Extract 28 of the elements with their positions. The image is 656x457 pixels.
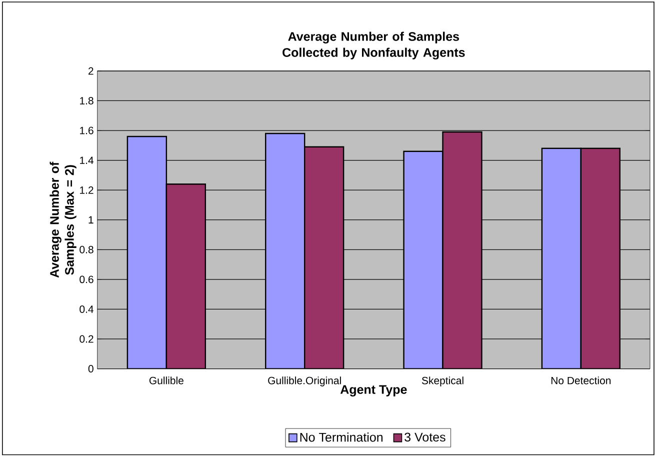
y-axis-title: Average Number of Samples (Max = 2) bbox=[50, 162, 76, 278]
bar bbox=[126, 136, 168, 369]
y-tick-label: 0.8 bbox=[80, 246, 94, 254]
y-tick-label: 1.2 bbox=[80, 186, 94, 194]
bar bbox=[580, 148, 620, 369]
bar bbox=[442, 131, 482, 369]
y-tick-label: 1.8 bbox=[80, 96, 94, 104]
bar bbox=[403, 150, 444, 369]
y-tick-label: 1 bbox=[88, 216, 94, 224]
x-tick-label: No Detection bbox=[551, 376, 611, 384]
legend-label: No Termination bbox=[300, 432, 382, 442]
x-tick-label: Skeptical bbox=[422, 376, 464, 386]
x-tick-label: Gullible.Original bbox=[268, 376, 341, 386]
bar bbox=[166, 183, 206, 369]
chart-title: Average Number of Samples Collected by Nonfaulty Agents bbox=[282, 32, 465, 60]
x-axis-title: Agent Type bbox=[340, 385, 407, 396]
y-tick-label: 0.2 bbox=[80, 335, 94, 343]
y-tick-label: 0.6 bbox=[80, 276, 94, 284]
y-tick-label: 0 bbox=[88, 365, 94, 372]
y-tick-label: 0.4 bbox=[80, 305, 94, 313]
y-tick-label: 1.6 bbox=[80, 126, 94, 134]
legend-label: 3 Votes bbox=[404, 432, 446, 442]
bar bbox=[304, 146, 344, 369]
y-tick-label: 1.4 bbox=[80, 156, 94, 164]
y-tick-label: 2 bbox=[88, 67, 94, 75]
bar bbox=[541, 148, 582, 369]
bar bbox=[265, 132, 306, 369]
x-tick-label: Gullible bbox=[149, 376, 184, 384]
